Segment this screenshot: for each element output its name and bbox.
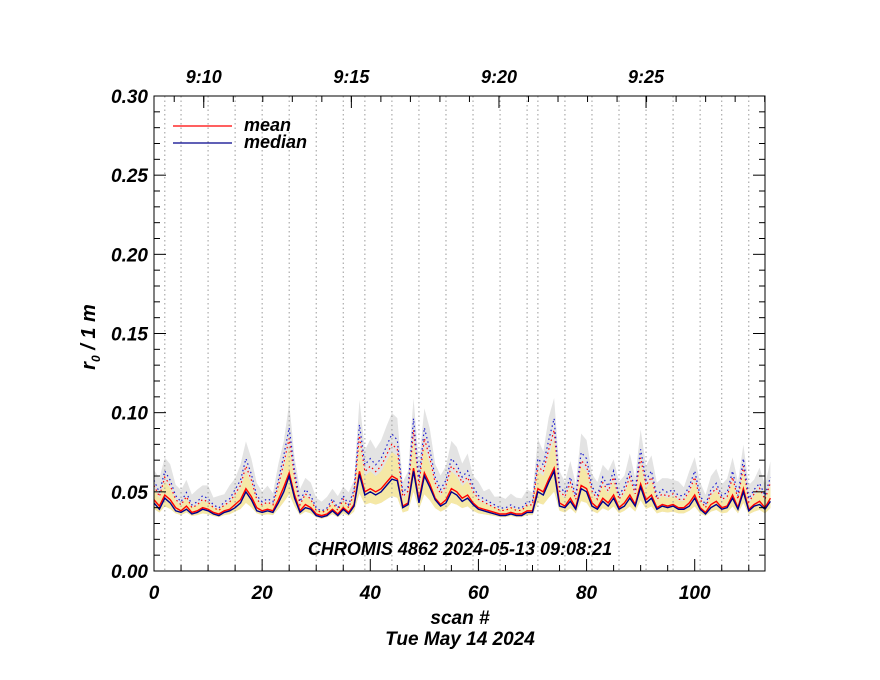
y-tick-label: 0.05 xyxy=(111,483,148,504)
y-tick-label: 0.10 xyxy=(111,404,148,425)
time-tick-label: 9:10 xyxy=(186,67,222,87)
y-tick-label: 0.30 xyxy=(111,87,148,108)
time-tick-label: 9:15 xyxy=(333,67,370,87)
spread-band-inner xyxy=(154,439,771,519)
upper-quantile-dotted-lines xyxy=(153,418,771,514)
axes xyxy=(153,95,766,572)
tick-labels: 0 20 40 60 80 100 9:10 9:15 9:20 9:25 0.00 0.05 0.10… xyxy=(111,67,711,604)
x-tick-label: 100 xyxy=(679,583,711,604)
legend: mean median xyxy=(173,115,307,152)
x-tick-label: 20 xyxy=(251,583,274,604)
legend-median-label: median xyxy=(244,132,307,152)
y-tick-label: 0.15 xyxy=(111,325,148,346)
y-axis-label: r0 / 1 m xyxy=(78,304,103,370)
time-tick-label: 9:20 xyxy=(481,67,517,87)
y-tick-label: 0.25 xyxy=(111,166,148,187)
x-axis-date-label: Tue May 14 2024 xyxy=(385,629,535,650)
series-lines xyxy=(153,465,772,518)
x-tick-label: 40 xyxy=(359,583,382,604)
x-tick-label: 0 xyxy=(149,583,160,604)
median-line xyxy=(153,468,771,518)
x-tick-label: 60 xyxy=(468,583,490,604)
y-tick-label: 0.00 xyxy=(111,562,148,583)
x-tick-label: 80 xyxy=(576,583,598,604)
chart-title: CHROMIS 4862 2024-05-13 09:08:21 xyxy=(308,539,612,559)
mean-line xyxy=(153,465,772,517)
time-tick-label: 9:25 xyxy=(628,67,665,87)
y-axis-label-unit: / 1 m xyxy=(78,304,100,355)
median-upper-dotted-line xyxy=(153,418,771,512)
x-axis-label: scan # xyxy=(430,608,490,629)
y-tick-label: 0.20 xyxy=(111,245,148,266)
y-axis-label-main: r xyxy=(78,361,100,370)
y-axis-label-subscript: 0 xyxy=(89,355,103,362)
legend-mean-label: mean xyxy=(244,115,291,135)
